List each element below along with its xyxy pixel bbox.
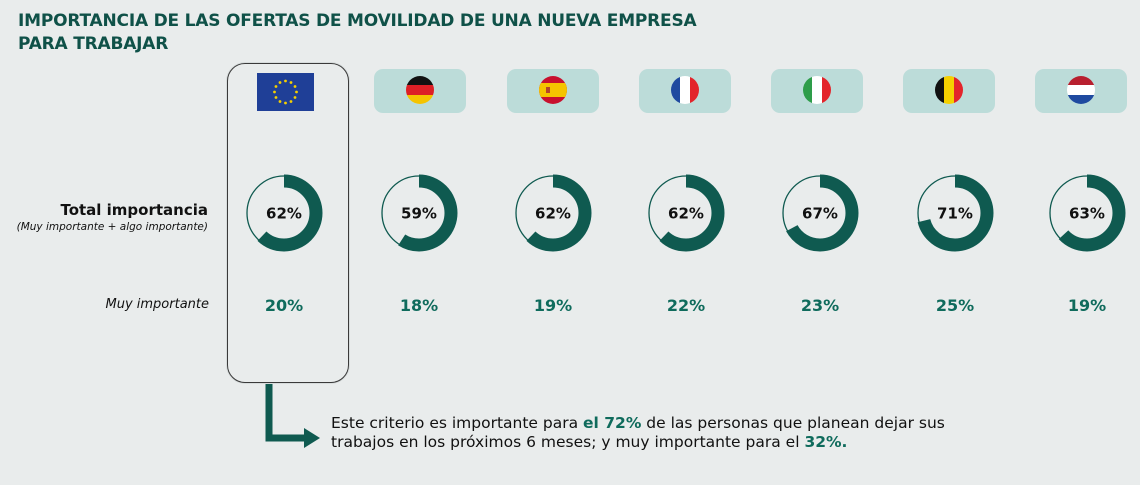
donut-france: 62% [647, 174, 725, 252]
footnote-highlight-32: 32%. [804, 433, 848, 451]
eu-star [278, 100, 282, 103]
eu-star [273, 90, 276, 94]
eu-star [295, 90, 298, 94]
very-important-value: 23% [800, 296, 840, 315]
very-important-value: 19% [533, 296, 573, 315]
donut-label: 71% [937, 205, 973, 223]
eu-flag-icon [257, 73, 314, 111]
donut-label: 62% [668, 205, 704, 223]
very-important-value: 18% [399, 296, 439, 315]
donut-label: 67% [802, 205, 838, 223]
chart-title-line-1: IMPORTANCIA DE LAS OFERTAS DE MOVILIDAD … [18, 11, 697, 31]
italy-flag-icon [803, 76, 831, 104]
very-important-label: Muy importante [105, 297, 209, 312]
donut-spain: 62% [514, 174, 592, 252]
eu-star [278, 81, 282, 84]
donut-arc [781, 174, 859, 252]
netherlands-flag-icon [1067, 76, 1095, 104]
donut-arc [916, 174, 994, 252]
arrow-icon [265, 384, 320, 448]
donut-arc [1048, 174, 1126, 252]
very-important-value: 25% [935, 296, 975, 315]
total-importance-sublabel: (Muy importante + algo importante) [16, 221, 208, 233]
donut-arc [647, 174, 725, 252]
eu-star [293, 85, 297, 88]
donut-netherlands: 63% [1048, 174, 1126, 252]
eu-star [274, 85, 278, 88]
footnote: Este criterio es importante para el 72% … [331, 414, 971, 452]
footnote-text-start: Este criterio es importante para [331, 414, 584, 432]
donut-label: 59% [401, 205, 437, 223]
donut-label: 63% [1069, 205, 1105, 223]
very-important-value: 20% [264, 296, 304, 315]
footnote-text-middle: de las personas que planean dejar sus tr… [331, 414, 945, 451]
germany-flag-icon [406, 76, 434, 104]
donut-eu: 62% [245, 174, 323, 252]
donut-italy: 67% [781, 174, 859, 252]
donut-arc [514, 174, 592, 252]
very-important-value: 19% [1067, 296, 1107, 315]
spain-flag-icon [539, 76, 567, 104]
donut-label: 62% [266, 205, 302, 223]
donut-label: 62% [535, 205, 571, 223]
eu-star [274, 96, 278, 99]
eu-star [289, 81, 293, 84]
eu-star [289, 100, 293, 103]
france-flag-icon [671, 76, 699, 104]
belgium-flag-icon [935, 76, 963, 104]
chart-title: IMPORTANCIA DE LAS OFERTAS DE MOVILIDAD … [18, 10, 738, 56]
donut-arc [380, 174, 458, 252]
chart-title-line-2: PARA TRABAJAR [18, 34, 169, 54]
eu-highlight-card [227, 63, 349, 383]
eu-star [293, 96, 297, 99]
footnote-highlight-72: el 72% [583, 414, 642, 432]
total-importance-label: Total importancia [60, 201, 208, 219]
donut-arc [245, 174, 323, 252]
donut-belgium: 71% [916, 174, 994, 252]
donut-germany: 59% [380, 174, 458, 252]
very-important-value: 22% [666, 296, 706, 315]
eu-star [284, 79, 287, 83]
eu-star [284, 101, 287, 105]
